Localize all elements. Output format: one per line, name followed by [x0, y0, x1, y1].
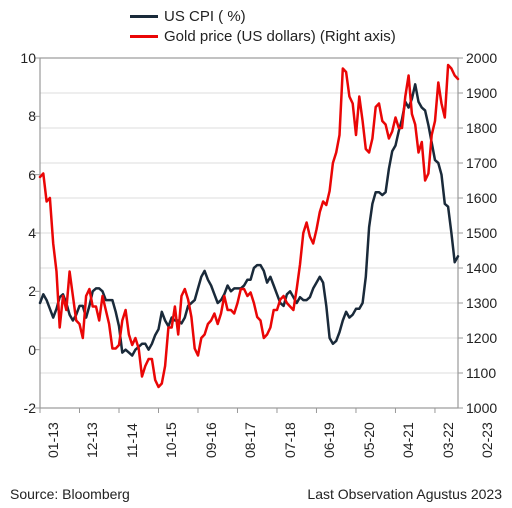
chart-container: US CPI ( %) Gold price (US dollars) (Rig…	[0, 0, 512, 508]
observation-label: Last Observation Agustus 2023	[307, 486, 502, 502]
y-right-tick: 1800	[466, 120, 510, 136]
x-tick: 05-20	[361, 422, 377, 458]
x-tick: 01-13	[45, 422, 61, 458]
x-tick: 07-18	[282, 422, 298, 458]
x-tick: 11-14	[124, 423, 140, 458]
y-right-tick: 1400	[466, 260, 510, 276]
x-tick: 03-22	[440, 422, 456, 458]
x-tick: 12-13	[84, 422, 100, 458]
y-left-tick: 10	[6, 50, 36, 66]
y-right-tick: 1700	[466, 155, 510, 171]
x-tick: 06-19	[321, 422, 337, 458]
x-tick: 10-15	[163, 422, 179, 458]
y-left-tick: 4	[6, 225, 36, 241]
x-tick: 08-17	[242, 422, 258, 458]
y-left-tick: 6	[6, 167, 36, 183]
y-left-tick: 0	[6, 342, 36, 358]
x-tick: 04-21	[400, 422, 416, 458]
y-right-tick: 1900	[466, 85, 510, 101]
y-right-tick: 1000	[466, 400, 510, 416]
y-right-tick: 2000	[466, 50, 510, 66]
source-label: Source: Bloomberg	[10, 486, 130, 502]
y-right-tick: 1300	[466, 295, 510, 311]
y-left-tick: -2	[6, 400, 36, 416]
chart-footer: Source: Bloomberg Last Observation Agust…	[10, 486, 502, 502]
y-left-tick: 2	[6, 283, 36, 299]
x-tick: 02-23	[479, 422, 495, 458]
y-right-tick: 1500	[466, 225, 510, 241]
y-right-tick: 1600	[466, 190, 510, 206]
y-left-tick: 8	[6, 108, 36, 124]
y-right-tick: 1100	[466, 365, 510, 381]
x-tick: 09-16	[203, 422, 219, 458]
y-right-tick: 1200	[466, 330, 510, 346]
